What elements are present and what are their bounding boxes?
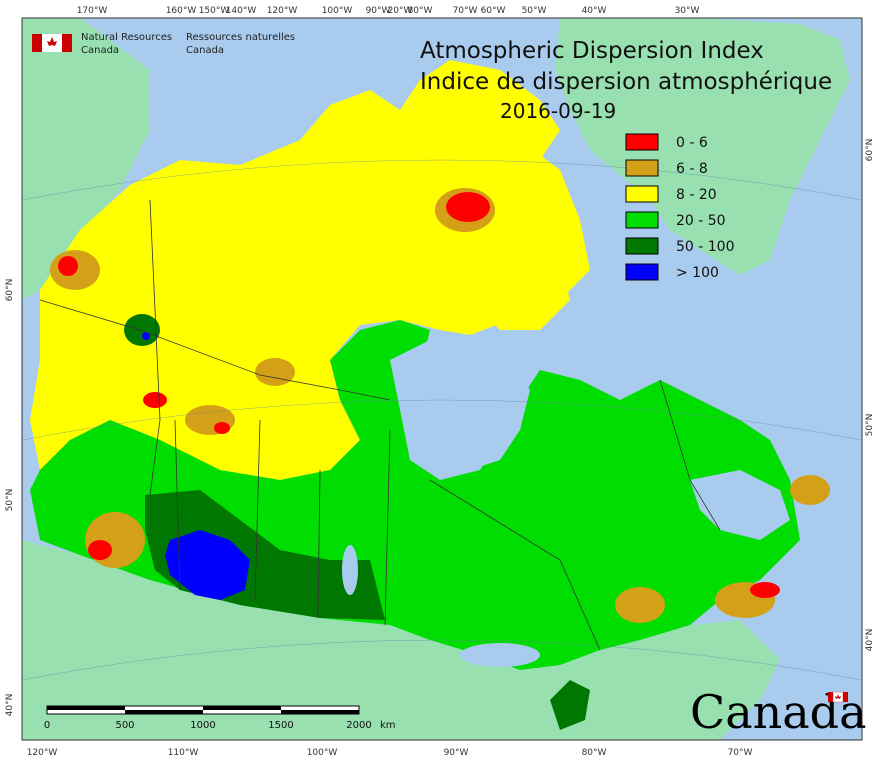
- left-latitude-label: 50°N: [5, 489, 15, 512]
- org-fr-line2: Canada: [186, 45, 224, 56]
- top-longitude-label: 90°W: [366, 6, 391, 16]
- top-longitude-label: 70°W: [453, 6, 478, 16]
- red-patch-maritimes: [750, 582, 780, 598]
- legend-swatch: [625, 185, 659, 203]
- map-border: [21, 17, 863, 741]
- provincial-borders: [39, 199, 721, 651]
- bottom-longitude-label: 100°W: [307, 748, 338, 758]
- org-en-line2: Canada: [81, 45, 119, 56]
- legend-swatch: [625, 133, 659, 151]
- graticule: [21, 159, 863, 681]
- red-patch-ellesmere: [446, 192, 490, 222]
- orange-patch-bc: [85, 512, 145, 568]
- red-patch-yukon: [58, 256, 78, 276]
- scale-unit-label: km: [380, 720, 396, 731]
- top-longitude-label: 80°W: [408, 6, 433, 16]
- left-latitude-label: 40°N: [5, 694, 15, 717]
- left-latitude-label: 60°N: [5, 279, 15, 302]
- legend-label: 8 - 20: [676, 187, 717, 203]
- scale-tick-label: 2000: [346, 720, 371, 731]
- red-patch-bc: [88, 540, 112, 560]
- nrcan-flag-icon: [32, 34, 72, 52]
- top-longitude-label: 160°W: [166, 6, 197, 16]
- right-latitude-label: 40°N: [865, 629, 875, 652]
- scale-tick-label: 1500: [268, 720, 293, 731]
- legend-swatch: [625, 237, 659, 255]
- left-latitude-labels: 60°N 50°N 40°N: [5, 279, 15, 717]
- right-latitude-labels: 60°N 50°N 40°N: [865, 139, 875, 652]
- top-longitude-label: 100°W: [322, 6, 353, 16]
- blue-zone: [165, 530, 250, 600]
- top-longitude-label: 120°W: [267, 6, 298, 16]
- scale-tick-label: 0: [44, 720, 50, 731]
- top-longitude-label: 150°W: [199, 6, 230, 16]
- legend: 0 - 6 6 - 8 8 - 20 20 - 50 50 - 100 > 100: [625, 133, 735, 281]
- scale-tick-label: 1000: [190, 720, 215, 731]
- orange-patch-quebec: [615, 587, 665, 623]
- scale-bar-ticks: 0 500 1000 1500 2000 km: [44, 720, 396, 731]
- legend-label: 50 - 100: [676, 239, 735, 255]
- red-patch-mackenzie: [143, 392, 167, 408]
- bottom-longitude-label: 80°W: [582, 748, 607, 758]
- bottom-longitude-label: 90°W: [444, 748, 469, 758]
- bottom-longitude-label: 70°W: [728, 748, 753, 758]
- legend-swatch: [625, 263, 659, 281]
- top-longitude-label: 170°W: [77, 6, 108, 16]
- southern-ontario-zone: [550, 680, 590, 730]
- right-latitude-label: 60°N: [865, 139, 875, 162]
- alaska: [22, 18, 150, 300]
- bottom-longitude-label: 110°W: [168, 748, 199, 758]
- blue-dot-nwt: [142, 332, 150, 340]
- org-fr-line1: Ressources naturelles: [186, 32, 295, 43]
- top-longitude-label: 60°W: [481, 6, 506, 16]
- bottom-longitude-label: 120°W: [27, 748, 58, 758]
- orange-patch-newfoundland: [790, 475, 830, 505]
- arctic-islands: [240, 60, 560, 190]
- bottom-longitude-labels: 120°W 110°W 100°W 90°W 80°W 70°W: [27, 748, 753, 758]
- map-date: 2016-09-19: [500, 99, 616, 123]
- top-longitude-label: 30°W: [675, 6, 700, 16]
- scale-bar: [46, 705, 360, 715]
- usa: [22, 540, 780, 740]
- top-longitude-label: 140°W: [226, 6, 257, 16]
- top-longitude-label: 50°W: [522, 6, 547, 16]
- wordmark-flag-icon: [828, 691, 848, 703]
- lake-winnipeg: [342, 545, 358, 595]
- legend-label: > 100: [676, 265, 719, 281]
- red-patch-nwt: [214, 422, 230, 434]
- legend-swatch: [625, 159, 659, 177]
- legend-swatch: [625, 211, 659, 229]
- legend-label: 0 - 6: [676, 135, 708, 151]
- hudson-bay: [390, 340, 530, 470]
- right-latitude-label: 50°N: [865, 414, 875, 437]
- title-english: Atmospheric Dispersion Index: [420, 38, 764, 64]
- orange-patch-slave: [255, 358, 295, 386]
- title-french: Indice de dispersion atmosphérique: [420, 69, 832, 95]
- gulf-st-lawrence: [690, 470, 790, 540]
- legend-label: 6 - 8: [676, 161, 708, 177]
- legend-label: 20 - 50: [676, 213, 726, 229]
- top-longitude-label: 20°W: [388, 6, 413, 16]
- dark-green-patch-nwt: [124, 314, 160, 346]
- lake-superior: [460, 643, 540, 667]
- greenland: [555, 18, 850, 275]
- org-en-line1: Natural Resources: [81, 32, 172, 43]
- scale-tick-label: 500: [115, 720, 134, 731]
- top-longitude-label: 40°W: [582, 6, 607, 16]
